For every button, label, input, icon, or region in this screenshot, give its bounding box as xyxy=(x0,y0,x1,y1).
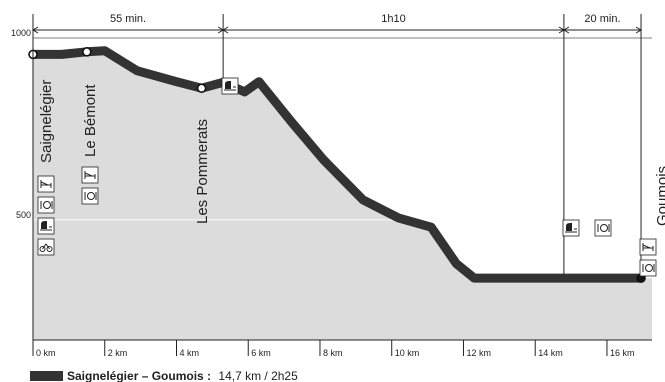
icon-glyph xyxy=(645,264,653,272)
legend-swatch xyxy=(30,371,63,381)
x-tick-label: 2 km xyxy=(108,348,128,358)
y-axis: 1000 500 xyxy=(11,28,34,340)
icon-glyph xyxy=(600,224,608,232)
place-label: Goumois xyxy=(654,166,665,226)
icon-glyph xyxy=(41,221,47,229)
icon-glyph xyxy=(40,201,53,209)
place-label: Saignelégier xyxy=(38,80,55,163)
bed-icon xyxy=(639,238,657,256)
icon-glyph xyxy=(84,171,96,179)
icon-glyph xyxy=(43,201,51,209)
icon-glyph xyxy=(40,180,52,188)
x-axis: 0 km 2 km 4 km 6 km 8 km 10 km 12 km 14 km 16 km xyxy=(32,339,652,358)
legend: Saignelégier – Goumois : 14,7 km / 2h25 xyxy=(30,369,298,382)
icon-frame xyxy=(37,196,55,214)
legend-route: Saignelégier – Goumois : xyxy=(67,369,211,382)
x-tick-label: 8 km xyxy=(323,348,343,358)
icon-glyph xyxy=(84,192,97,200)
legend-detail: 14,7 km / 2h25 xyxy=(218,369,298,382)
restaurant-icon xyxy=(81,187,99,205)
y-tick-label: 1000 xyxy=(11,28,31,38)
segment-label: 55 min. xyxy=(110,13,146,25)
x-tick-label: 10 km xyxy=(395,348,420,358)
grid-lines xyxy=(33,37,652,221)
restaurant-icon xyxy=(594,219,612,237)
elevation-path xyxy=(33,46,641,283)
segment-label: 20 min. xyxy=(584,13,620,25)
icon-glyph xyxy=(642,243,654,251)
bus-stop-icon xyxy=(37,217,55,235)
svg-text:Saignelégier – Goumois :: Saignelégier – Goumois : 14,7 km / 2h25 xyxy=(67,369,298,382)
x-tick-label: 12 km xyxy=(466,348,491,358)
icon-frame xyxy=(594,219,612,237)
bed-icon xyxy=(81,166,99,184)
x-tick-label: 14 km xyxy=(538,348,563,358)
bed-icon xyxy=(37,175,55,193)
elevation-area xyxy=(33,50,652,340)
place-label: Le Bémont xyxy=(82,84,99,157)
icon-glyph xyxy=(597,224,610,232)
y-tick-label: 500 xyxy=(16,210,31,220)
restaurant-icon xyxy=(37,196,55,214)
restaurant-icon xyxy=(639,259,657,277)
icon-frame xyxy=(81,187,99,205)
place-label: Les Pommerats xyxy=(194,119,211,224)
elevation-fill-tail xyxy=(641,278,652,340)
x-tick-label: 16 km xyxy=(610,348,635,358)
segment-label: 1h10 xyxy=(381,13,405,25)
icon-glyph xyxy=(39,246,46,252)
bicycle-icon xyxy=(37,238,55,256)
bus-stop-icon xyxy=(221,77,239,95)
icon-glyph xyxy=(225,81,231,89)
icon-glyph xyxy=(566,223,572,231)
icon-glyph xyxy=(87,192,95,200)
icon-glyph xyxy=(42,243,50,250)
x-tick-label: 4 km xyxy=(179,348,199,358)
icon-frame xyxy=(639,259,657,277)
x-tick-label: 0 km xyxy=(36,348,56,358)
bus-stop-icon xyxy=(562,219,580,237)
place-marker xyxy=(82,47,92,57)
icon-glyph xyxy=(46,246,53,252)
x-tick-label: 6 km xyxy=(251,348,271,358)
icon-glyph xyxy=(642,264,655,272)
service-icons xyxy=(37,77,657,277)
place-labels: Saignelégier Le Bémont Les Pommerats Goumoi… xyxy=(38,80,665,226)
elevation-fill xyxy=(33,50,641,340)
place-marker xyxy=(196,83,207,94)
